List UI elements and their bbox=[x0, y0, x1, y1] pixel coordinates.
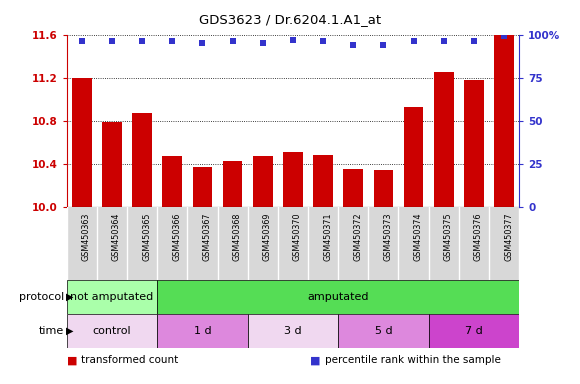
Point bbox=[288, 36, 298, 43]
Text: protocol: protocol bbox=[19, 292, 64, 302]
Text: GSM450370: GSM450370 bbox=[293, 213, 302, 262]
Bar bbox=[434, 72, 454, 207]
Bar bbox=[248, 314, 338, 348]
Bar bbox=[102, 122, 122, 207]
Text: GSM450373: GSM450373 bbox=[383, 213, 393, 262]
Text: GSM450363: GSM450363 bbox=[82, 213, 91, 261]
Point bbox=[107, 38, 117, 45]
Bar bbox=[338, 314, 429, 348]
Bar bbox=[429, 314, 519, 348]
Text: GSM450377: GSM450377 bbox=[504, 213, 513, 262]
Bar bbox=[157, 280, 519, 314]
Text: GSM450375: GSM450375 bbox=[444, 213, 453, 262]
Point bbox=[318, 38, 328, 45]
Bar bbox=[157, 314, 248, 348]
Text: ■: ■ bbox=[310, 356, 321, 366]
Bar bbox=[193, 167, 212, 207]
Point bbox=[439, 38, 448, 45]
Point bbox=[499, 33, 509, 39]
Text: GSM450367: GSM450367 bbox=[202, 213, 212, 262]
Point bbox=[258, 40, 267, 46]
Bar bbox=[494, 35, 514, 207]
Text: GDS3623 / Dr.6204.1.A1_at: GDS3623 / Dr.6204.1.A1_at bbox=[199, 13, 381, 26]
Text: ■: ■ bbox=[67, 356, 77, 366]
Bar bbox=[67, 280, 157, 314]
Text: GSM450376: GSM450376 bbox=[474, 213, 483, 262]
Text: GSM450372: GSM450372 bbox=[353, 213, 362, 262]
Bar bbox=[162, 156, 182, 207]
Point bbox=[228, 38, 237, 45]
Text: 5 d: 5 d bbox=[375, 326, 392, 336]
Bar bbox=[283, 152, 303, 207]
Point bbox=[77, 38, 86, 45]
Text: GSM450369: GSM450369 bbox=[263, 213, 272, 262]
Bar bbox=[253, 156, 273, 207]
Bar bbox=[72, 78, 92, 207]
Bar bbox=[67, 314, 157, 348]
Point bbox=[137, 38, 147, 45]
Point bbox=[379, 42, 388, 48]
Bar bbox=[313, 155, 333, 207]
Text: transformed count: transformed count bbox=[81, 356, 179, 366]
Text: GSM450364: GSM450364 bbox=[112, 213, 121, 261]
Bar bbox=[374, 170, 393, 207]
Text: not amputated: not amputated bbox=[70, 292, 154, 302]
Bar bbox=[404, 107, 423, 207]
Bar bbox=[343, 169, 363, 207]
Bar bbox=[132, 113, 152, 207]
Text: GSM450374: GSM450374 bbox=[414, 213, 423, 262]
Text: amputated: amputated bbox=[307, 292, 369, 302]
Text: 3 d: 3 d bbox=[284, 326, 302, 336]
Text: GSM450368: GSM450368 bbox=[233, 213, 242, 261]
Bar bbox=[223, 161, 242, 207]
Point bbox=[168, 38, 177, 45]
Text: GSM450365: GSM450365 bbox=[142, 213, 151, 262]
Text: percentile rank within the sample: percentile rank within the sample bbox=[325, 356, 501, 366]
Point bbox=[409, 38, 418, 45]
Text: GSM450371: GSM450371 bbox=[323, 213, 332, 262]
Point bbox=[349, 42, 358, 48]
Text: time: time bbox=[38, 326, 64, 336]
Point bbox=[469, 38, 478, 45]
Text: 7 d: 7 d bbox=[465, 326, 483, 336]
Text: 1 d: 1 d bbox=[194, 326, 211, 336]
Point bbox=[198, 40, 207, 46]
Text: ▶: ▶ bbox=[66, 326, 74, 336]
Text: control: control bbox=[93, 326, 131, 336]
Text: ▶: ▶ bbox=[66, 292, 74, 302]
Text: GSM450366: GSM450366 bbox=[172, 213, 182, 261]
Bar bbox=[464, 80, 484, 207]
